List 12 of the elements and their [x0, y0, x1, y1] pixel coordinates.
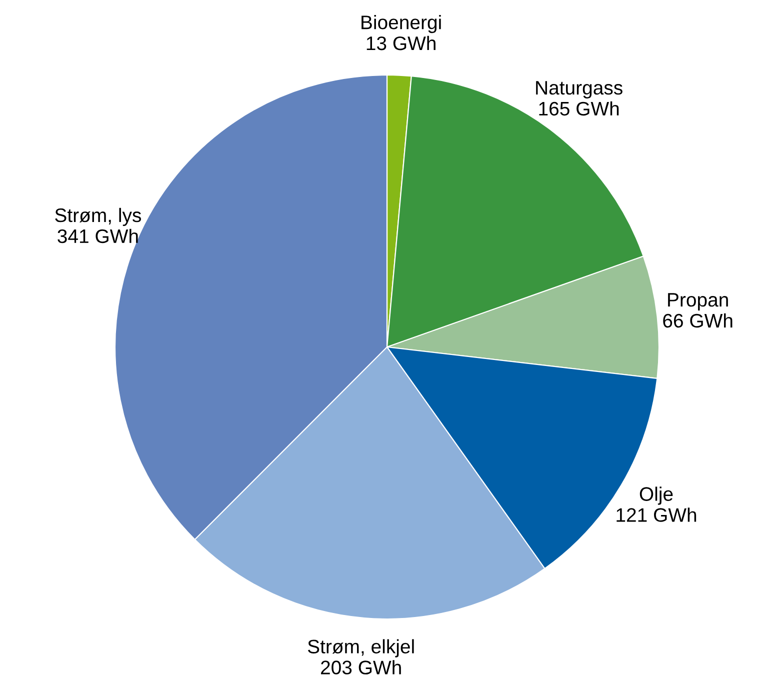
- slice-label: Propan: [668, 293, 728, 311]
- data-label: 203 GWh: [320, 660, 401, 674]
- data-label: 165 GWh: [539, 101, 619, 116]
- slice-label: Strøm, lys: [55, 208, 142, 226]
- data-label: 121 GWh: [616, 508, 696, 522]
- data-label: 341 GWh: [58, 228, 138, 244]
- slice-label: Olje: [640, 486, 673, 505]
- slice-label: Strøm, elkjel: [308, 639, 414, 658]
- slice-label: Bioenergi: [362, 14, 441, 34]
- data-label: 66 GWh: [663, 313, 732, 328]
- slice-label: Naturgass: [536, 81, 622, 99]
- data-label: 13 GWh: [366, 36, 436, 50]
